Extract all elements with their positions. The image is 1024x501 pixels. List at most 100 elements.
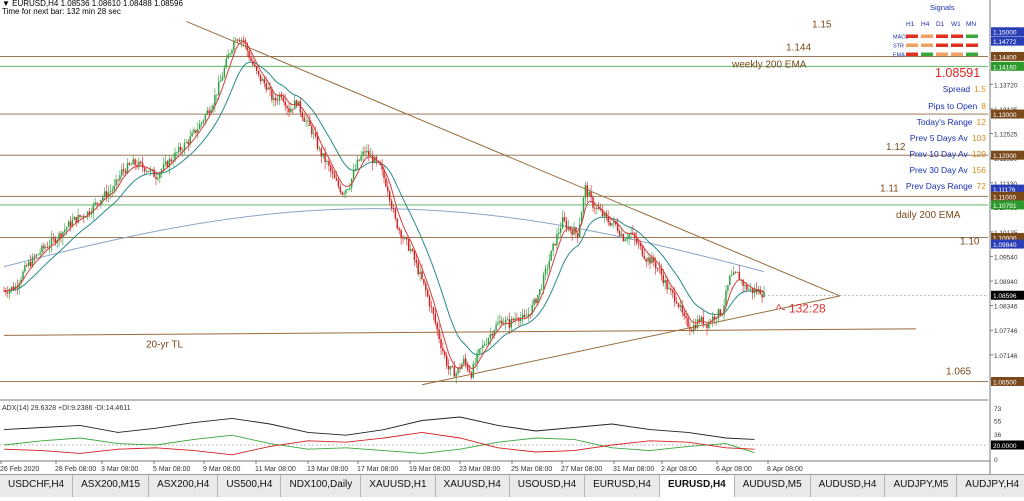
price-label-bg [991, 232, 1024, 242]
candle-body [495, 324, 497, 331]
candle-body [580, 212, 583, 225]
candle-body [521, 314, 524, 318]
symbol-tab[interactable]: AUDJPY,M5 [885, 475, 958, 497]
candle-body [324, 153, 326, 163]
candle-body [117, 179, 119, 181]
candle-body [398, 228, 400, 231]
candle-body [706, 323, 708, 329]
candle-body [656, 268, 659, 269]
symbol-tab[interactable]: AUDUSD,H4 [811, 475, 886, 497]
candle-body [90, 213, 93, 215]
candle-body [584, 185, 587, 198]
symbol-tab[interactable]: AUDUSD,M5 [735, 475, 811, 497]
candle-body [406, 237, 408, 240]
chart-header: ▼ EURUSD,H4 1.08536 1.08610 1.08488 1.08… [2, 0, 183, 16]
candle-body [388, 191, 391, 201]
candle-body [347, 188, 349, 190]
signals-panel: Signals H1 H4 D1 W1 MN MACD STR EMA 1.08591 Spread… [893, 3, 986, 191]
signals-column-header: H4 [921, 21, 930, 28]
symbol-tab[interactable]: XAUUSD,H1 [361, 475, 436, 497]
symbol-tab[interactable]: US500,H4 [218, 475, 282, 497]
candle-body [445, 355, 448, 366]
symbol-tab[interactable]: EURUSD,H4 [585, 475, 660, 497]
candle-body [35, 254, 38, 258]
candle-body [504, 319, 507, 323]
candle-body [7, 292, 9, 294]
candle-body [698, 319, 701, 322]
candle-body [284, 101, 286, 107]
candle-body [140, 161, 142, 164]
y-tick-label: 1.13720 [994, 82, 1018, 89]
x-tick-label: 8 Apr 08:00 [767, 466, 803, 473]
symbol-tab[interactable]: ASX200,M15 [73, 475, 150, 497]
candle-body [516, 318, 518, 320]
candle-body [531, 304, 533, 315]
candle-body [672, 290, 674, 293]
candle-body [615, 221, 617, 225]
signals-row-label: MACD [893, 35, 909, 41]
symbol-tab[interactable]: AUDJPY,H4 [957, 475, 1024, 497]
symbol-tab[interactable]: XAUUSD,H4 [436, 475, 510, 497]
signal-swatch [921, 43, 933, 47]
symbol-tab[interactable]: USOUSD,H4 [510, 475, 586, 497]
candle-body [425, 283, 427, 291]
candle-body [197, 129, 199, 133]
candle-body [751, 288, 754, 294]
candle-body [278, 94, 281, 101]
symbol-tab[interactable]: ASX200,H4 [149, 475, 219, 497]
candle-body [567, 226, 570, 229]
price-label-bg [991, 200, 1024, 210]
x-tick-label: 19 Mar 08:00 [409, 466, 450, 473]
candle-body [603, 213, 606, 216]
candle-body [713, 316, 716, 320]
ema-slow-line [3, 61, 765, 356]
candle-body [235, 39, 237, 41]
candle-body [641, 246, 644, 256]
candle-body [27, 261, 30, 266]
symbol-tab[interactable]: NDX100,Daily [281, 475, 362, 497]
symbol-tab[interactable]: EURUSD,H4 [659, 475, 735, 497]
candle-body [102, 196, 104, 201]
candle-body [210, 109, 212, 114]
stat-value: 8 [981, 101, 986, 111]
price-label-bg [991, 191, 1024, 201]
candle-body [312, 133, 315, 135]
candle-body [457, 367, 459, 374]
candle-body [717, 309, 720, 319]
candle-body [373, 156, 376, 163]
signal-swatch [906, 52, 918, 56]
candle-body [539, 289, 541, 295]
candle-body [468, 369, 471, 373]
signals-row-label: EMA [893, 53, 905, 59]
candle-body [371, 155, 374, 163]
candle-body [432, 307, 435, 314]
candle-body [265, 83, 267, 90]
candle-body [387, 186, 389, 192]
candle-body [660, 268, 663, 275]
price-label-bg [991, 290, 1024, 300]
candle-body [402, 237, 404, 239]
adx-tick-label: 0 [994, 457, 998, 464]
candle-body [368, 150, 370, 157]
stat-value: 129 [972, 149, 986, 159]
price-label: 1.11000 [993, 194, 1016, 201]
candle-body [214, 95, 216, 106]
candle-body [248, 50, 250, 58]
candle-body [343, 193, 345, 195]
candle-body [225, 58, 228, 68]
candle-body [96, 202, 98, 204]
candle-body [556, 234, 558, 246]
symbol-tab[interactable]: USDCHF,H4 [0, 475, 74, 497]
stat-label: Today's Range [917, 117, 973, 127]
candle-body [565, 220, 568, 229]
candle-body [10, 286, 13, 290]
candle-body [189, 136, 191, 145]
candle-body [64, 229, 66, 232]
candle-body [107, 192, 110, 198]
candle-body [440, 339, 442, 349]
candle-body [550, 250, 552, 261]
candle-body [233, 40, 235, 51]
candle-body [744, 284, 746, 286]
